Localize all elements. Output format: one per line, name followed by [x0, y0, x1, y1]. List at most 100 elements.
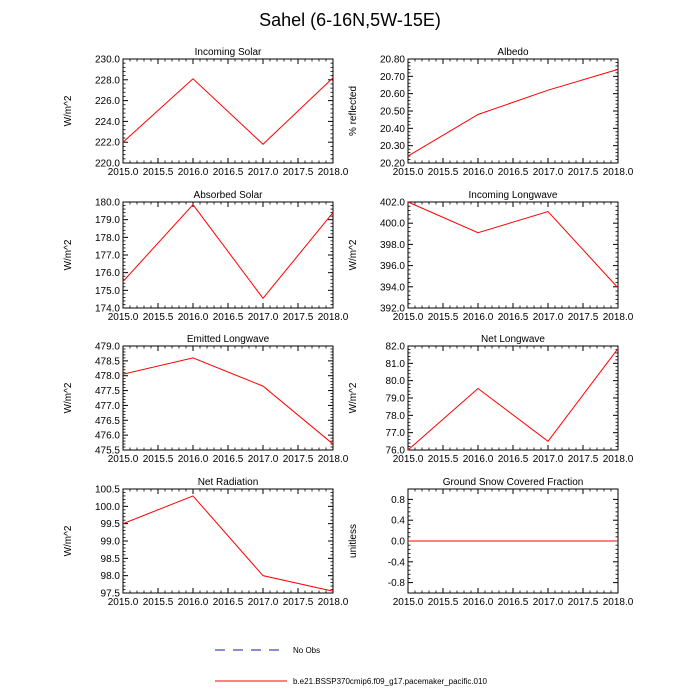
x-tick-label: 2016.5	[213, 597, 244, 608]
x-tick-label: 2016.0	[463, 597, 494, 608]
series-line-model	[122, 77, 334, 145]
x-tick-label: 2015.5	[143, 312, 174, 323]
panel-title: Absorbed Solar	[194, 190, 264, 201]
x-tick-label: 2017.5	[283, 597, 314, 608]
x-tick-label: 2017.5	[283, 167, 314, 178]
y-tick-label: 81.0	[386, 359, 406, 370]
y-axis-label: W/m^2	[63, 382, 74, 413]
y-tick-label: -0.4	[388, 557, 406, 568]
panels-group: Incoming Solar W/m^2 2015.0 2015.5 2016.0 201…	[63, 47, 634, 608]
x-tick-label: 2017.0	[248, 454, 279, 465]
y-tick-label: 228.0	[95, 75, 120, 86]
x-tick-label: 2017.0	[533, 167, 564, 178]
y-tick-label: 97.5	[101, 589, 121, 600]
x-tick-label: 2018.0	[603, 167, 634, 178]
y-tick-label: 178.0	[95, 233, 120, 244]
y-tick-label: 477.5	[95, 386, 120, 397]
y-tick-label: 20.20	[380, 159, 405, 170]
x-tick-label: 2015.5	[428, 597, 459, 608]
x-tick-label: 2017.5	[568, 454, 599, 465]
y-axis-label: W/m^2	[63, 95, 74, 126]
x-tick-label: 2016.5	[213, 454, 244, 465]
x-tick-label: 2017.0	[533, 597, 564, 608]
x-tick-label: 2018.0	[318, 597, 349, 608]
y-tick-label: 80.0	[386, 376, 406, 387]
y-axis-label: W/m^2	[348, 382, 359, 413]
y-tick-label: 394.0	[380, 282, 405, 293]
panel-2: Albedo % reflected 2015.0 2015.5 2016.0 2016.…	[348, 47, 634, 178]
y-tick-label: 20.80	[380, 55, 405, 66]
x-tick-label: 2018.0	[603, 454, 634, 465]
x-tick-label: 2016.0	[463, 454, 494, 465]
x-tick-label: 2017.0	[533, 454, 564, 465]
y-tick-label: 20.70	[380, 72, 405, 83]
y-tick-label: 78.0	[386, 411, 406, 422]
y-tick-label: 76.0	[386, 446, 406, 457]
y-tick-label: 99.0	[101, 537, 121, 548]
y-tick-label: 479.0	[95, 342, 120, 353]
y-tick-label: 476.0	[95, 431, 120, 442]
x-tick-label: 2017.5	[283, 454, 314, 465]
y-tick-label: 98.5	[101, 554, 121, 565]
x-tick-label: 2017.0	[248, 597, 279, 608]
x-tick-label: 2015.5	[428, 454, 459, 465]
x-tick-label: 2015.5	[143, 167, 174, 178]
figure-title: Sahel (6-16N,5W-15E)	[259, 10, 441, 30]
x-tick-label: 2016.5	[213, 312, 244, 323]
y-tick-label: 0.4	[391, 516, 405, 527]
x-tick-label: 2017.5	[568, 167, 599, 178]
y-tick-label: 0.0	[391, 537, 405, 548]
y-tick-label: 98.0	[101, 571, 121, 582]
legend-model-label: b.e21.BSSP370cmip6.f09_g17.pacemaker_pac…	[293, 677, 487, 686]
panel-title: Incoming Longwave	[469, 190, 558, 201]
y-axis-label: % reflected	[348, 86, 359, 136]
panel-1: Incoming Solar W/m^2 2015.0 2015.5 2016.0 201…	[63, 47, 349, 178]
x-tick-label: 2016.5	[213, 167, 244, 178]
legend-obs-label: No Obs	[293, 646, 320, 655]
y-tick-label: 398.0	[380, 240, 405, 251]
y-tick-label: 476.5	[95, 416, 120, 427]
y-tick-label: 20.60	[380, 89, 405, 100]
y-tick-label: 230.0	[95, 55, 120, 66]
x-tick-label: 2017.0	[248, 167, 279, 178]
y-tick-label: 179.0	[95, 215, 120, 226]
x-tick-label: 2018.0	[603, 312, 634, 323]
x-tick-label: 2015.0	[393, 167, 424, 178]
y-tick-label: 180.0	[95, 198, 120, 209]
panel-7: Net Radiation W/m^2 2015.0 2015.5 2016.0 2016…	[63, 477, 349, 608]
legend: No Obs b.e21.BSSP370cmip6.f09_g17.pacema…	[215, 646, 487, 686]
x-tick-label: 2016.0	[463, 312, 494, 323]
x-tick-label: 2016.5	[498, 167, 529, 178]
panel-title: Emitted Longwave	[187, 334, 270, 345]
y-tick-label: 174.0	[95, 304, 120, 315]
x-tick-label: 2016.0	[178, 454, 209, 465]
x-tick-label: 2016.0	[463, 167, 494, 178]
x-tick-label: 2017.5	[568, 597, 599, 608]
y-tick-label: 177.0	[95, 251, 120, 262]
y-axis-label: W/m^2	[63, 525, 74, 556]
x-tick-label: 2015.0	[393, 454, 424, 465]
x-tick-label: 2016.0	[178, 312, 209, 323]
panel-4: Incoming Longwave W/m^2 2015.0 2015.5 2016.0…	[348, 190, 634, 323]
y-tick-label: 77.0	[386, 428, 406, 439]
panel-3: Absorbed Solar W/m^2 2015.0 2015.5 2016.0 201…	[63, 190, 349, 323]
panel-frame	[122, 488, 334, 594]
x-tick-label: 2017.0	[248, 312, 279, 323]
y-tick-label: 20.50	[380, 107, 405, 118]
x-tick-label: 2016.5	[498, 597, 529, 608]
series-line-model	[122, 357, 334, 445]
x-tick-label: 2015.0	[108, 454, 139, 465]
x-tick-label: 2018.0	[318, 167, 349, 178]
panel-title: Albedo	[497, 47, 529, 58]
y-tick-label: 222.0	[95, 138, 120, 149]
y-tick-label: -0.8	[388, 578, 406, 589]
panel-6: Net Longwave W/m^2 2015.0 2015.5 2016.0 2016.…	[348, 334, 634, 465]
x-tick-label: 2017.5	[283, 312, 314, 323]
panel-title: Net Radiation	[198, 477, 259, 488]
panel-frame	[122, 345, 334, 451]
y-axis-label: unitless	[348, 524, 359, 558]
y-tick-label: 392.0	[380, 304, 405, 315]
x-tick-label: 2015.0	[108, 597, 139, 608]
panel-frame	[407, 201, 619, 309]
